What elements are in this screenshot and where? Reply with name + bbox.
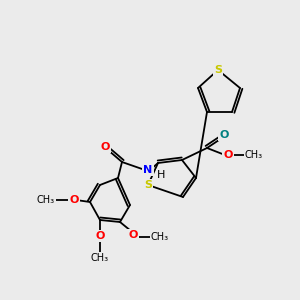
Text: S: S <box>144 180 152 190</box>
Text: CH₃: CH₃ <box>91 253 109 263</box>
Text: O: O <box>128 230 138 240</box>
Text: CH₃: CH₃ <box>245 150 263 160</box>
Text: N: N <box>143 165 153 175</box>
Text: O: O <box>95 231 105 241</box>
Text: S: S <box>214 65 222 75</box>
Text: O: O <box>223 150 233 160</box>
Text: O: O <box>219 130 229 140</box>
Text: O: O <box>100 142 110 152</box>
Text: CH₃: CH₃ <box>151 232 169 242</box>
Text: O: O <box>69 195 79 205</box>
Text: CH₃: CH₃ <box>37 195 55 205</box>
Text: H: H <box>157 170 165 180</box>
